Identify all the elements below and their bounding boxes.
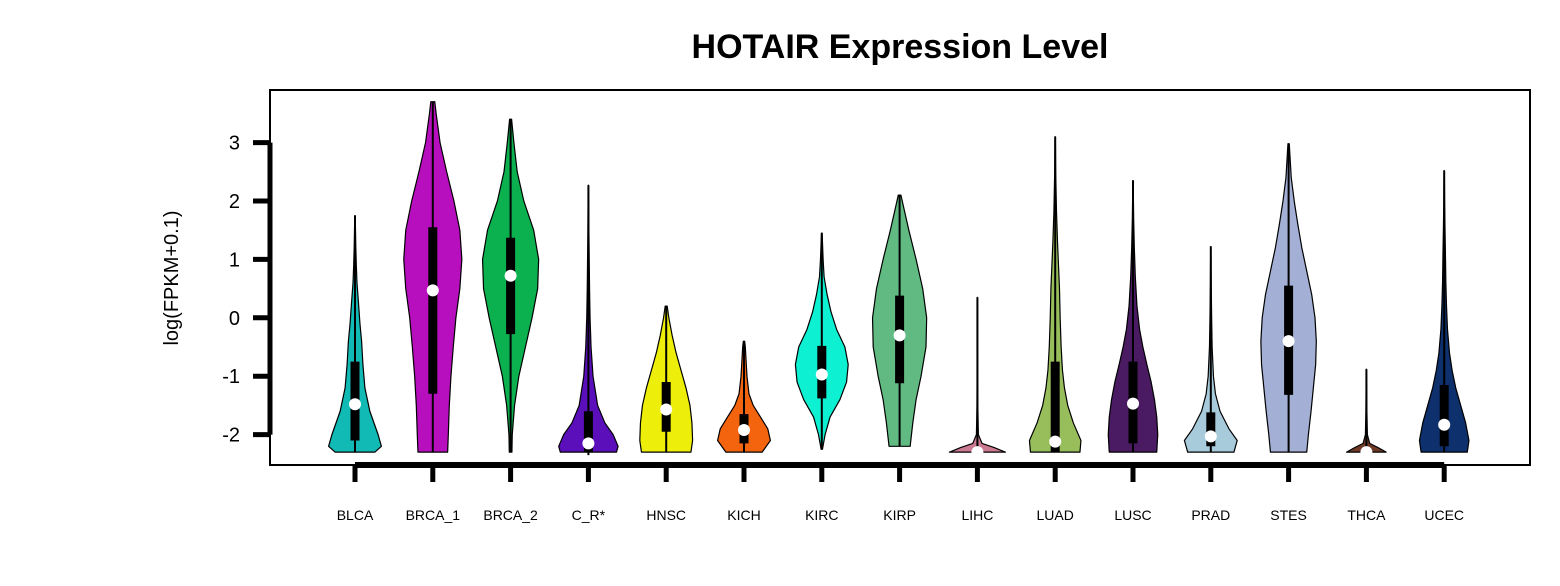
violin (481, 118, 540, 453)
y-tick-label: 3 (229, 133, 240, 155)
violin-median-dot (738, 423, 750, 436)
x-tick-label: LIHC (961, 507, 993, 523)
x-tick-label: UCEC (1424, 507, 1464, 523)
violin (1028, 136, 1082, 453)
violin-median-dot (1049, 435, 1062, 448)
y-axis: -2 -1 0 1 2 3 (222, 133, 273, 447)
y-tick-label: -1 (222, 366, 240, 388)
violin-median-dot (1127, 397, 1139, 410)
violin-median-dot (1360, 446, 1373, 459)
violin-median-dot (349, 398, 361, 411)
x-tick-label: PRAD (1191, 507, 1230, 523)
x-tick-label: BRCA_1 (406, 507, 461, 523)
violin-median-dot (1438, 418, 1451, 431)
violin (794, 232, 849, 450)
violin (1107, 179, 1159, 453)
y-tick-label: 1 (229, 249, 240, 271)
x-tick-label: C_R* (572, 507, 606, 523)
x-axis: BLCA BRCA_1 BRCA_2 C_R* HNSC KICH KIRC KIRP LIHC… (337, 462, 1464, 523)
violin (1260, 143, 1317, 453)
violin (717, 340, 771, 453)
violin-median-dot (1282, 335, 1295, 348)
violin (558, 184, 619, 456)
x-tick-label: LUSC (1114, 507, 1151, 523)
chart-title: HOTAIR Expression Level (692, 28, 1109, 66)
violin-median-dot (426, 284, 439, 297)
x-tick-label: KICH (727, 507, 760, 523)
y-axis-label: log(FPKM+0.1) (161, 210, 183, 345)
violin-median-dot (1204, 430, 1217, 443)
violin (948, 296, 1007, 459)
violin-median-dot (504, 269, 517, 282)
x-tick-label: KIRP (883, 507, 916, 523)
x-tick-label: BLCA (337, 507, 374, 523)
x-tick-label: KIRC (805, 507, 838, 523)
violin (1346, 368, 1387, 459)
y-tick-label: 2 (229, 191, 240, 213)
violin-group (328, 101, 1470, 459)
x-tick-label: BRCA_2 (483, 507, 538, 523)
violin (1183, 245, 1238, 453)
violin (328, 214, 382, 453)
violin (403, 101, 463, 453)
y-tick-label: 0 (229, 308, 240, 330)
x-tick-label: THCA (1347, 507, 1386, 523)
violin (1418, 170, 1470, 453)
violin (639, 305, 694, 453)
violin-median-dot (660, 403, 673, 416)
x-tick-label: STES (1270, 507, 1307, 523)
violin-median-dot (971, 446, 984, 459)
x-tick-label: HNSC (646, 507, 686, 523)
x-tick-label: LUAD (1037, 507, 1074, 523)
violin-median-dot (582, 437, 595, 450)
violin-median-dot (893, 329, 906, 342)
y-tick-label: -2 (222, 425, 240, 447)
violin (871, 194, 928, 447)
violin-median-dot (815, 368, 828, 381)
